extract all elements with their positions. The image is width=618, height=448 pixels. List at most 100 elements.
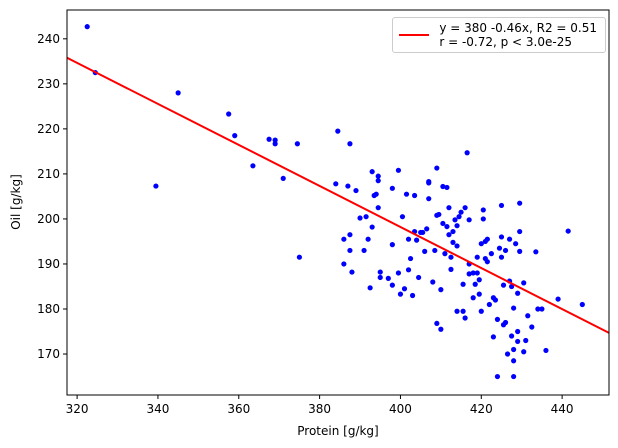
y-tick-label: 170 xyxy=(37,347,60,361)
point xyxy=(511,305,517,311)
point xyxy=(466,217,472,223)
point xyxy=(488,251,494,257)
point xyxy=(399,214,406,220)
point xyxy=(478,241,484,247)
point xyxy=(226,111,232,117)
point xyxy=(517,248,523,254)
point xyxy=(266,136,272,142)
x-tick-label: 400 xyxy=(389,402,412,416)
point xyxy=(422,248,428,254)
point xyxy=(484,259,490,265)
point xyxy=(462,315,468,321)
x-tick-label: 340 xyxy=(146,402,169,416)
point xyxy=(515,338,521,345)
point xyxy=(440,220,446,227)
point xyxy=(446,205,452,211)
point xyxy=(474,254,480,260)
point xyxy=(385,275,391,281)
point xyxy=(389,185,395,191)
point xyxy=(502,247,509,254)
point xyxy=(345,183,351,189)
point xyxy=(403,191,410,197)
point xyxy=(175,90,181,96)
point xyxy=(349,269,355,275)
point xyxy=(153,183,159,189)
y-tick-label: 230 xyxy=(37,77,60,91)
point xyxy=(353,187,359,194)
y-tick-label: 240 xyxy=(37,32,60,46)
point xyxy=(436,211,442,218)
point xyxy=(480,207,486,213)
x-tick-label: 360 xyxy=(227,402,250,416)
x-tick-label: 420 xyxy=(470,402,493,416)
point xyxy=(430,279,436,285)
point xyxy=(506,236,513,242)
y-tick-label: 190 xyxy=(37,257,60,271)
point xyxy=(389,282,395,288)
point xyxy=(466,271,472,277)
point xyxy=(472,281,478,287)
point xyxy=(448,254,454,260)
point xyxy=(523,337,529,344)
point xyxy=(405,236,412,242)
point xyxy=(375,173,381,179)
point xyxy=(280,175,286,182)
point xyxy=(521,349,527,355)
point xyxy=(529,324,535,330)
point xyxy=(434,165,440,171)
point xyxy=(476,291,482,297)
point xyxy=(296,254,303,260)
point xyxy=(272,141,278,147)
y-axis-label: Oil [g/kg] xyxy=(9,174,23,230)
point xyxy=(232,133,238,139)
point xyxy=(462,205,468,211)
point xyxy=(480,216,486,222)
point xyxy=(363,214,369,220)
point xyxy=(375,205,381,211)
point xyxy=(409,292,416,299)
x-tick-label: 320 xyxy=(66,402,89,416)
point xyxy=(521,280,527,286)
point xyxy=(347,247,353,254)
point xyxy=(84,24,90,30)
point xyxy=(535,306,541,312)
point xyxy=(450,239,456,245)
point xyxy=(565,228,571,234)
point xyxy=(460,281,466,287)
point xyxy=(511,373,517,380)
point xyxy=(440,183,446,190)
point xyxy=(369,169,375,175)
point xyxy=(347,141,353,147)
point xyxy=(397,291,404,297)
point xyxy=(367,285,373,291)
point xyxy=(486,301,492,308)
x-tick-label: 380 xyxy=(308,402,331,416)
point xyxy=(504,351,511,357)
point xyxy=(341,261,347,267)
point xyxy=(375,178,381,184)
point xyxy=(555,296,561,302)
point xyxy=(395,270,402,276)
axes-frame xyxy=(66,9,610,396)
point xyxy=(454,308,460,314)
point xyxy=(444,223,450,230)
point xyxy=(341,236,347,242)
point xyxy=(416,274,422,281)
point xyxy=(458,209,464,215)
y-tick-label: 180 xyxy=(37,302,60,316)
point xyxy=(474,270,480,276)
point xyxy=(579,301,585,308)
point xyxy=(442,251,448,257)
point xyxy=(515,290,521,296)
point xyxy=(492,297,499,303)
point xyxy=(508,333,515,339)
point xyxy=(333,181,339,187)
legend-swatch xyxy=(399,34,430,36)
point xyxy=(476,277,482,283)
point xyxy=(452,217,458,223)
point xyxy=(395,167,402,173)
point xyxy=(450,228,456,235)
legend: y = 380 -0.46x, R2 = 0.51 r = -0.72, p <… xyxy=(392,17,606,53)
point xyxy=(517,228,523,235)
